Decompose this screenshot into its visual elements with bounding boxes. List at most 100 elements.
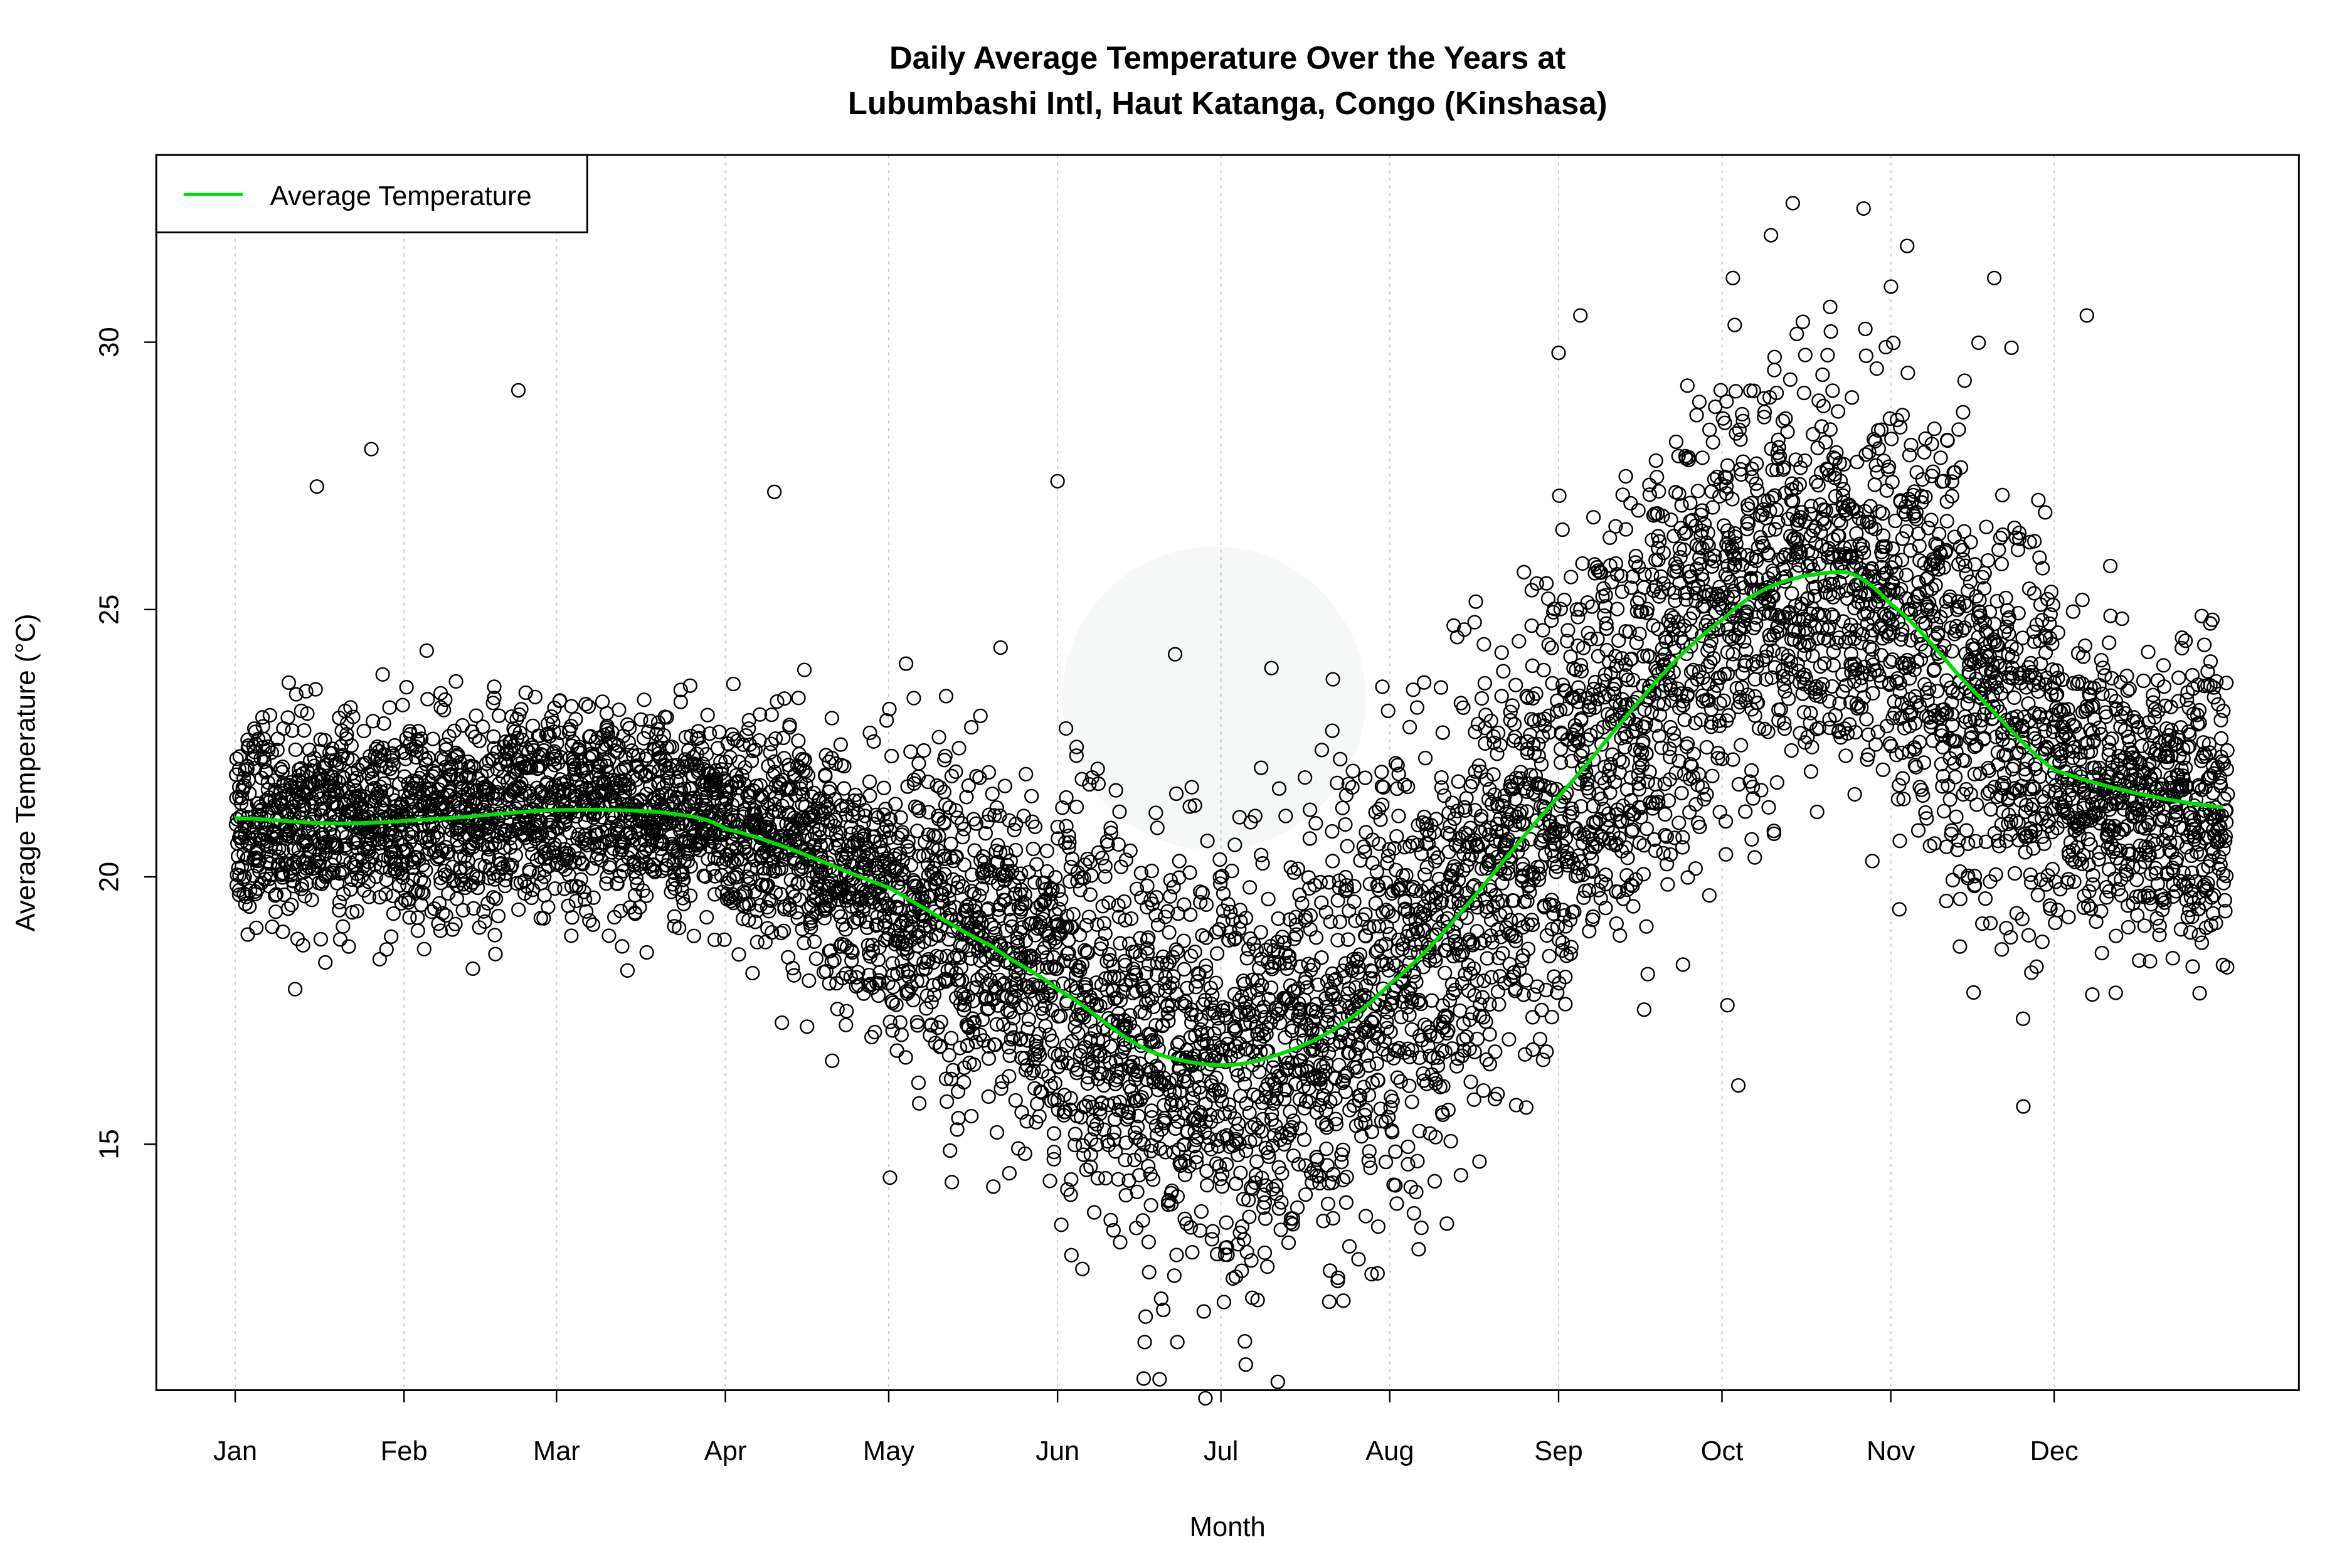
data-point	[964, 719, 979, 735]
data-point	[450, 833, 465, 848]
data-point	[336, 919, 351, 934]
data-point	[289, 687, 304, 702]
data-point	[530, 761, 545, 776]
data-point	[1320, 1196, 1336, 1212]
data-point	[1185, 1244, 1200, 1260]
data-point	[368, 857, 383, 872]
data-point	[329, 838, 344, 854]
data-point	[299, 876, 314, 891]
data-point	[1505, 893, 1520, 908]
data-point	[1025, 841, 1041, 857]
data-point	[452, 822, 467, 837]
data-point	[329, 840, 345, 855]
data-point	[552, 694, 567, 709]
data-point	[283, 867, 299, 882]
data-point	[882, 701, 897, 717]
data-point	[317, 733, 332, 748]
data-point	[438, 737, 453, 752]
data-point	[268, 888, 283, 903]
data-point	[985, 787, 1000, 802]
data-point	[1330, 893, 1345, 908]
data-point	[610, 876, 625, 891]
data-point	[487, 928, 502, 943]
data-point	[467, 729, 483, 744]
data-point	[1404, 1094, 1419, 1110]
data-point	[1081, 909, 1096, 924]
data-point	[1359, 825, 1374, 840]
data-point	[613, 903, 628, 919]
data-point	[568, 854, 583, 870]
data-point	[284, 898, 299, 913]
data-point	[1491, 997, 1507, 1012]
data-point	[1401, 1139, 1416, 1155]
data-point	[1002, 1165, 1017, 1181]
data-point	[833, 909, 848, 924]
data-point	[255, 710, 270, 725]
data-point	[787, 968, 802, 983]
data-point	[599, 876, 614, 891]
data-point	[536, 743, 551, 758]
data-point	[232, 749, 247, 764]
data-point	[1142, 1264, 1157, 1279]
data-point	[1322, 1294, 1337, 1310]
data-point	[435, 906, 450, 921]
data-point	[833, 737, 848, 752]
data-point	[1574, 798, 1589, 814]
data-point	[1525, 1010, 1540, 1025]
data-point	[1351, 1252, 1366, 1267]
data-point	[1370, 1219, 1386, 1234]
data-point	[1403, 1179, 1418, 1195]
data-point	[1296, 1132, 1312, 1147]
data-point	[229, 751, 244, 766]
data-point	[329, 797, 344, 812]
data-point	[824, 711, 839, 726]
data-point	[633, 712, 649, 727]
data-point	[1338, 817, 1353, 832]
data-point	[424, 904, 439, 919]
data-point	[427, 901, 442, 916]
data-point	[1137, 1005, 1152, 1021]
data-point	[659, 861, 674, 876]
data-point	[1130, 1184, 1145, 1199]
data-point	[588, 824, 603, 839]
data-point	[1435, 725, 1450, 740]
data-point	[1261, 891, 1276, 907]
data-point	[938, 689, 954, 704]
data-point	[425, 731, 440, 746]
data-point	[659, 741, 674, 756]
data-point	[1179, 1216, 1194, 1231]
data-point	[484, 812, 499, 827]
data-point	[1345, 763, 1360, 778]
data-point	[621, 777, 636, 792]
data-point	[466, 901, 481, 916]
data-point	[242, 899, 257, 914]
data-point	[472, 733, 487, 748]
data-point	[391, 776, 407, 792]
data-point	[945, 1175, 960, 1190]
data-point	[1438, 965, 1453, 980]
data-point	[395, 870, 410, 885]
data-point	[1319, 1142, 1334, 1157]
data-point	[1555, 522, 1570, 538]
data-point	[712, 724, 727, 739]
data-point	[1482, 1056, 1497, 1072]
data-point	[1571, 610, 1586, 625]
data-point	[318, 955, 333, 970]
data-point	[1539, 1044, 1554, 1059]
data-point	[512, 725, 527, 740]
data-point	[1176, 933, 1191, 948]
data-point	[726, 676, 741, 692]
data-point	[673, 694, 688, 709]
data-point	[839, 1004, 854, 1019]
data-point	[299, 684, 314, 699]
data-point	[591, 759, 607, 775]
data-point	[1528, 686, 1544, 701]
data-point	[1375, 679, 1390, 694]
data-point	[490, 761, 505, 776]
data-point	[1391, 808, 1406, 824]
data-point	[1437, 788, 1452, 803]
data-point	[1541, 637, 1556, 652]
data-point	[327, 837, 342, 852]
data-point	[997, 778, 1012, 793]
